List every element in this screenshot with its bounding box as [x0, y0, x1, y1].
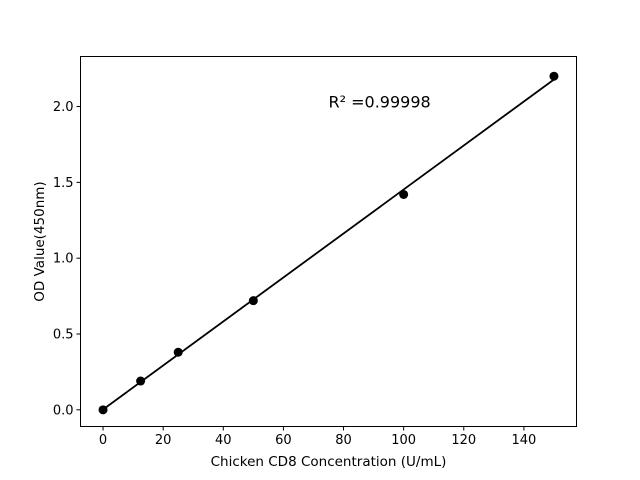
r-squared-annotation: R² =0.99998 — [329, 92, 431, 111]
data-point — [173, 347, 183, 357]
data-point — [549, 71, 559, 81]
plot-border — [80, 56, 577, 427]
data-point — [136, 376, 146, 386]
x-tick-label: 100 — [391, 433, 416, 448]
y-tick-label: 2.0 — [53, 100, 74, 115]
y-tick-label: 1.5 — [53, 176, 74, 191]
x-axis-label: Chicken CD8 Concentration (U/mL) — [211, 454, 447, 470]
x-tick-label: 140 — [511, 433, 536, 448]
y-tick-label: 1.0 — [53, 252, 74, 267]
x-tick-label: 20 — [155, 433, 172, 448]
y-tick-label: 0.5 — [53, 328, 74, 343]
y-tick-label: 0.0 — [53, 403, 74, 418]
x-tick-label: 60 — [275, 433, 292, 448]
x-tick-label: 0 — [99, 433, 107, 448]
x-tick-label: 80 — [335, 433, 352, 448]
fit-line — [102, 78, 555, 411]
y-axis-label: OD Value(450nm) — [32, 181, 48, 301]
data-point — [399, 189, 409, 199]
data-point — [98, 405, 108, 415]
data-point — [248, 296, 258, 306]
x-tick-label: 120 — [451, 433, 476, 448]
x-tick-label: 40 — [215, 433, 232, 448]
